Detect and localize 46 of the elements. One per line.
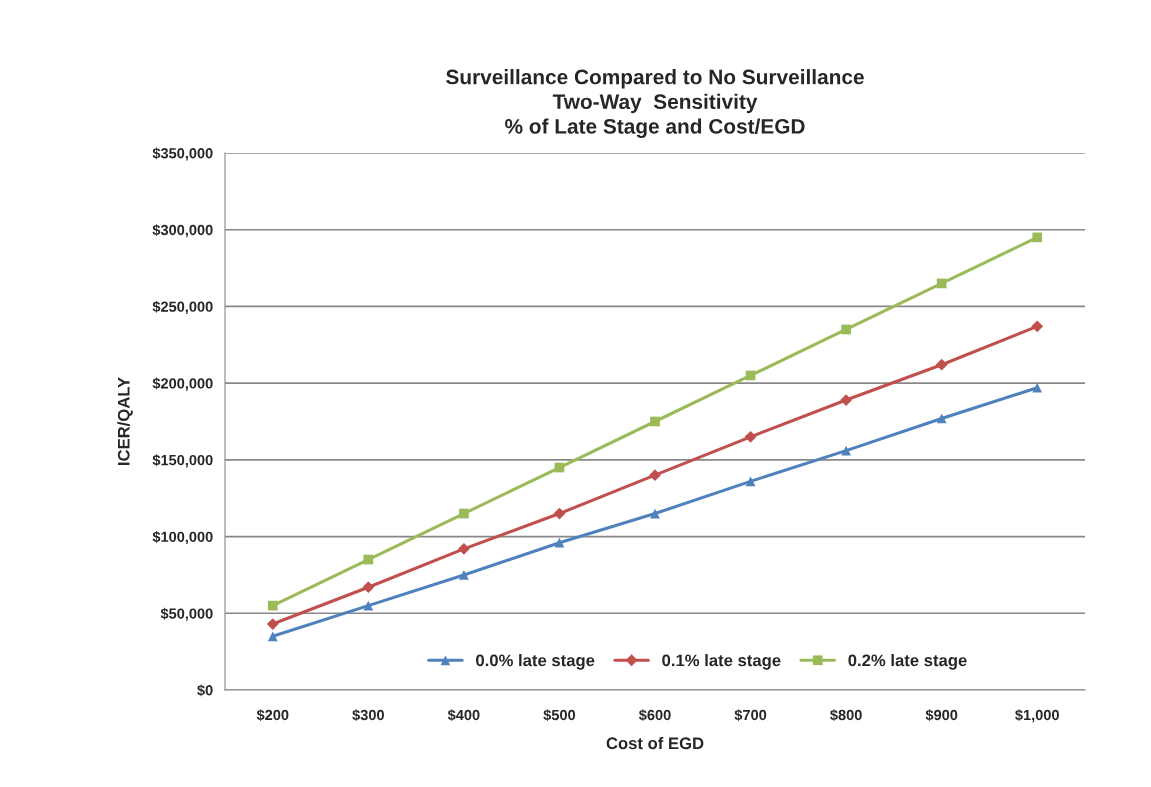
x-tick-label: $400 (447, 709, 480, 722)
point (362, 581, 375, 594)
point (936, 278, 947, 289)
point (363, 600, 374, 611)
x-tick-label: $500 (543, 709, 576, 722)
point (267, 631, 278, 642)
point (554, 537, 565, 548)
x-tick-label: $900 (925, 709, 958, 722)
x-tick-label: $800 (830, 709, 862, 722)
y-tick-label: $0 (197, 684, 213, 697)
x-tick-label: $600 (638, 709, 671, 722)
y-tick-label: $350,000 (152, 147, 213, 161)
point (649, 469, 661, 482)
y-tick-label: $300,000 (152, 224, 213, 238)
point (936, 413, 947, 424)
x-tick-label: $200 (256, 709, 289, 722)
legend-label: 0.0% late stage (476, 654, 595, 670)
point (363, 554, 374, 565)
x-tick-label: $700 (734, 709, 767, 722)
point (650, 416, 660, 427)
y-axis-title: ICER/QALY (117, 377, 133, 465)
point (840, 394, 852, 406)
point (459, 508, 469, 519)
point (266, 618, 279, 630)
point (267, 600, 278, 611)
point (744, 430, 757, 443)
point (745, 476, 756, 487)
legend-label: 0.1% late stage (662, 654, 781, 670)
y-tick-label: $250,000 (152, 300, 213, 314)
point (935, 358, 948, 371)
point (458, 542, 470, 555)
point (1032, 232, 1043, 243)
y-tick-label: $100,000 (152, 531, 213, 545)
point (841, 445, 851, 456)
chart-title: Surveillance Compared to No Surveillance Two-Way Sensitivity % of Late Stage and Cost/EGD (446, 69, 864, 138)
point (841, 324, 851, 335)
x-axis-title: Cost of EGD (606, 736, 704, 750)
point (1032, 382, 1043, 393)
x-tick-label: $300 (352, 709, 384, 722)
point (459, 570, 469, 580)
point (1031, 320, 1044, 333)
y-tick-label: $50,000 (160, 607, 213, 621)
y-tick-label: $150,000 (152, 454, 213, 468)
y-tick-label: $200,000 (152, 377, 213, 391)
x-tick-label: $1,000 (1015, 709, 1059, 723)
legend-label: 0.2% late stage (848, 654, 967, 670)
